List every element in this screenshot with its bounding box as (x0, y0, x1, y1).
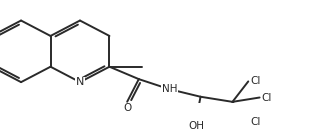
Text: Cl: Cl (261, 92, 272, 103)
Text: Cl: Cl (250, 117, 260, 127)
Text: O: O (123, 103, 131, 113)
Text: Cl: Cl (250, 76, 260, 86)
Text: NH: NH (161, 84, 177, 94)
Text: N: N (76, 77, 84, 87)
Text: OH: OH (188, 121, 204, 131)
